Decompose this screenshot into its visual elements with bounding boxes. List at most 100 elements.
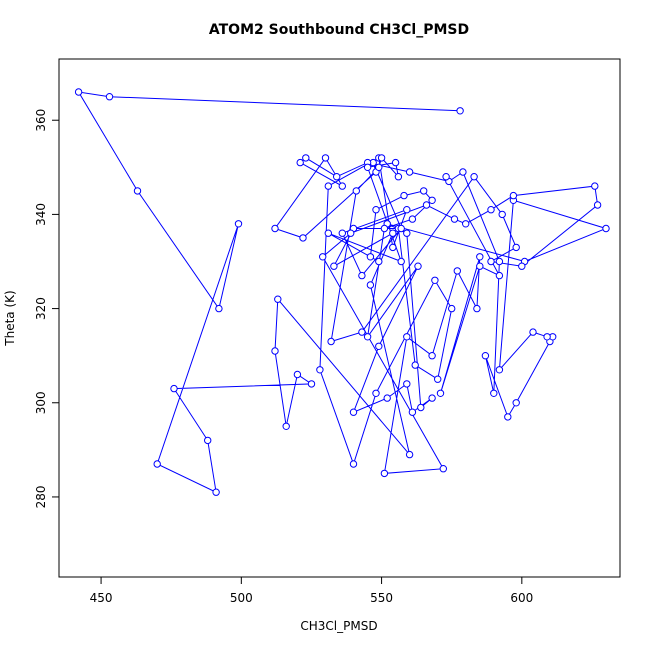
- data-point: [495, 271, 504, 280]
- data-point: [504, 413, 512, 421]
- y-tick-label: 300: [34, 391, 48, 414]
- data-point: [476, 262, 484, 270]
- data-point: [397, 224, 405, 233]
- data-point: [293, 370, 302, 379]
- data-point: [512, 243, 520, 252]
- data-point: [408, 408, 417, 416]
- data-point: [330, 262, 338, 270]
- data-point: [420, 187, 428, 195]
- data-point: [408, 215, 417, 223]
- data-point: [450, 215, 459, 223]
- data-point: [400, 191, 408, 200]
- data-point: [377, 154, 386, 162]
- data-point: [487, 257, 495, 266]
- data-point: [473, 304, 481, 313]
- data-point: [397, 257, 405, 266]
- y-axis: 280 300 320 340 360: [34, 109, 59, 508]
- y-tick-label: 280: [34, 485, 48, 508]
- data-point: [375, 163, 383, 172]
- data-point: [487, 206, 495, 214]
- data-point: [153, 460, 161, 468]
- y-tick-label: 320: [34, 297, 48, 320]
- data-point: [204, 436, 212, 445]
- data-point: [215, 304, 223, 313]
- x-axis: 450 500 550 600: [90, 577, 533, 605]
- data-point: [543, 333, 551, 341]
- data-point: [495, 366, 504, 374]
- x-tick-label: 550: [370, 591, 393, 605]
- x-axis-label: CH3Cl_PMSD: [300, 619, 377, 633]
- x-tick-label: 450: [90, 591, 113, 605]
- data-point: [338, 229, 346, 237]
- data-point: [512, 399, 520, 407]
- series-line: [77, 91, 608, 494]
- data-point: [366, 253, 375, 261]
- data-point: [307, 380, 316, 388]
- data-point: [391, 158, 400, 167]
- data-point: [414, 262, 422, 270]
- data-point: [498, 210, 506, 219]
- x-tick-label: 500: [230, 591, 253, 605]
- y-axis-label: Theta (K): [3, 290, 17, 346]
- chart-title: ATOM2 Southbound CH3Cl_PMSD: [209, 22, 469, 38]
- data-point: [417, 403, 425, 412]
- data-point: [271, 224, 279, 233]
- data-point: [490, 389, 498, 397]
- data-point: [133, 187, 142, 195]
- data-point: [372, 389, 380, 397]
- y-tick-label: 360: [34, 109, 48, 132]
- series-group: [74, 88, 610, 496]
- data-point: [405, 168, 414, 176]
- data-point: [271, 347, 279, 355]
- data-point: [349, 408, 358, 416]
- data-point: [234, 220, 243, 228]
- plot-frame: [58, 58, 621, 578]
- data-point: [363, 163, 372, 172]
- data-point: [509, 191, 518, 200]
- data-point: [439, 465, 447, 473]
- data-point: [352, 187, 360, 195]
- data-point: [366, 281, 375, 289]
- data-point: [518, 262, 526, 270]
- data-point: [282, 422, 290, 430]
- data-point: [591, 182, 599, 190]
- data-point: [428, 352, 436, 360]
- data-point: [403, 206, 411, 214]
- data-point: [481, 352, 490, 360]
- data-point: [434, 375, 442, 383]
- data-point: [428, 196, 436, 205]
- y-tick-label: 340: [34, 203, 48, 226]
- data-point: [380, 469, 389, 478]
- x-tick-label: 600: [510, 591, 533, 605]
- data-point: [411, 361, 419, 369]
- data-point: [274, 295, 282, 303]
- data-point: [405, 450, 414, 459]
- data-point: [296, 158, 304, 167]
- data-point: [299, 234, 307, 242]
- data-point: [495, 257, 504, 266]
- data-point: [403, 333, 411, 341]
- data-point: [358, 271, 366, 280]
- data-point: [403, 229, 411, 237]
- data-point: [319, 253, 327, 261]
- data-point: [462, 220, 470, 228]
- data-point: [476, 253, 484, 261]
- data-point: [302, 154, 310, 162]
- data-point: [363, 333, 372, 341]
- data-point: [372, 206, 380, 214]
- data-point: [333, 173, 341, 181]
- data-point: [327, 337, 335, 346]
- data-point: [394, 173, 403, 181]
- data-point: [459, 168, 467, 176]
- data-point: [389, 229, 397, 237]
- data-point: [170, 384, 178, 393]
- data-point: [375, 342, 383, 350]
- data-point: [448, 304, 456, 313]
- data-point: [403, 380, 411, 388]
- data-point: [442, 173, 450, 181]
- data-point: [338, 182, 346, 190]
- data-point: [470, 173, 478, 181]
- data-point: [529, 328, 537, 336]
- data-point: [321, 154, 330, 162]
- data-point: [428, 394, 436, 402]
